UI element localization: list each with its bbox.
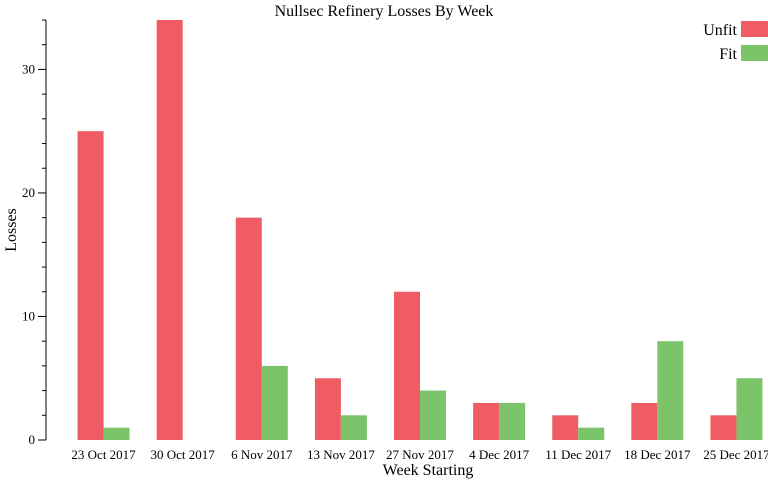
bar-fit-3 [340, 415, 367, 440]
chart-title: Nullsec Refinery Losses By Week [275, 3, 494, 20]
bar-fit-0 [103, 427, 130, 440]
legend-swatch-unfit [741, 21, 768, 37]
x-tick-label: 25 Dec 2017 [703, 447, 768, 462]
y-tick-label: 10 [22, 308, 35, 323]
y-axis: 0 10 20 30 [22, 19, 47, 447]
bar-fit-5 [499, 402, 526, 440]
x-tick-label: 6 Nov 2017 [231, 447, 293, 462]
y-tick-label: 0 [29, 432, 36, 447]
x-axis-tick-labels: 23 Oct 2017 30 Oct 2017 6 Nov 2017 13 Nov 2… [71, 447, 768, 462]
bar-unfit-2 [235, 217, 262, 440]
y-tick-label: 20 [22, 185, 35, 200]
bar-unfit-3 [314, 378, 341, 440]
legend: Unfit Fit [703, 21, 768, 63]
bar-fit-2 [261, 365, 288, 440]
bar-unfit-6 [552, 415, 579, 440]
bar-unfit-4 [394, 291, 420, 440]
x-tick-label: 13 Nov 2017 [307, 447, 375, 462]
y-tick-label: 30 [22, 61, 35, 76]
bar-unfit-7 [631, 402, 658, 440]
y-axis-title: Losses [3, 208, 20, 252]
legend-label-unfit: Unfit [703, 22, 737, 39]
x-tick-label: 23 Oct 2017 [71, 447, 136, 462]
x-tick-label: 11 Dec 2017 [545, 447, 611, 462]
x-tick-label: 30 Oct 2017 [151, 447, 216, 462]
bar-fit-7 [657, 341, 684, 440]
bar-unfit-1 [156, 20, 183, 440]
legend-swatch-fit [741, 45, 768, 61]
x-tick-label: 4 Dec 2017 [469, 447, 529, 462]
legend-label-fit: Fit [719, 46, 737, 63]
x-tick-label: 27 Nov 2017 [386, 447, 454, 462]
bar-unfit-8 [710, 415, 737, 440]
bar-fit-8 [736, 378, 763, 440]
bar-fit-6 [578, 427, 605, 440]
x-axis-title: Week Starting [383, 462, 474, 479]
bars-group [77, 20, 763, 441]
bar-fit-4 [420, 390, 446, 440]
bar-unfit-0 [77, 131, 104, 441]
x-tick-label: 18 Dec 2017 [624, 447, 691, 462]
bar-unfit-5 [473, 402, 500, 440]
